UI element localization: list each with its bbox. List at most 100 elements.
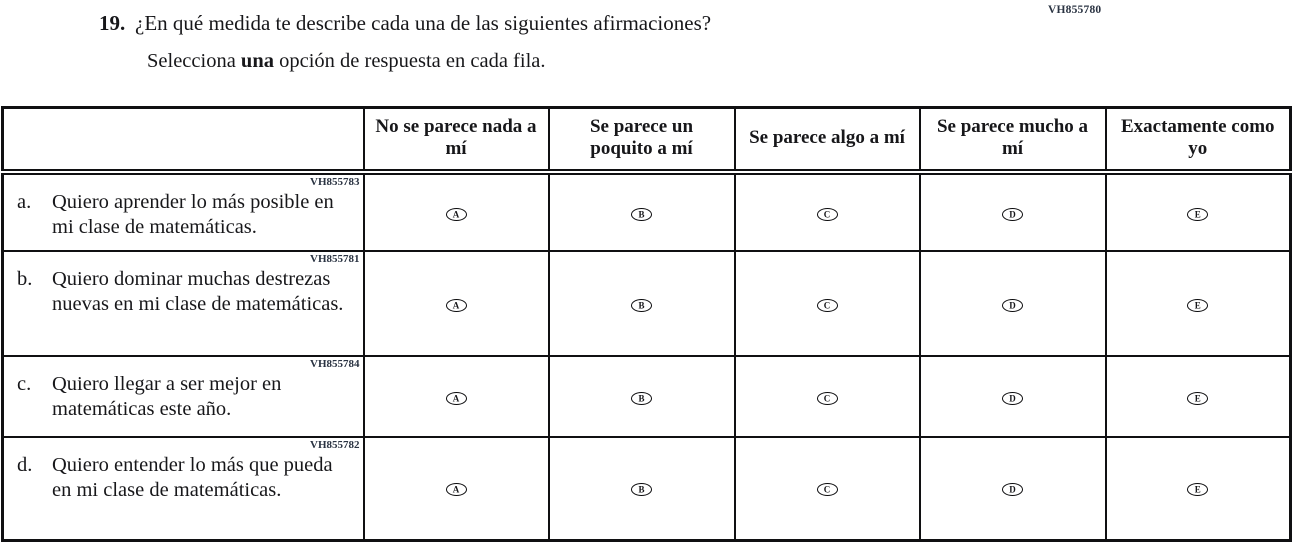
- answer-bubble-b-C[interactable]: C: [816, 298, 838, 312]
- column-header-exactamente-como-yo: Exactamente como yo: [1104, 106, 1292, 175]
- option-cell: B: [547, 250, 736, 357]
- option-cell: E: [1104, 436, 1292, 541]
- answer-bubble-letter: A: [452, 484, 460, 495]
- answer-bubble-c-B[interactable]: B: [631, 391, 652, 405]
- option-cell: C: [733, 436, 921, 541]
- answer-bubble-letter: D: [1009, 393, 1016, 403]
- row-item-code: VH855784: [310, 358, 360, 370]
- option-cell: D: [918, 171, 1107, 252]
- option-cell: D: [918, 250, 1107, 357]
- option-cell: B: [547, 171, 736, 252]
- statement: d. Quiero entender lo más que pueda en mi…: [4, 452, 363, 510]
- option-cell: E: [1104, 250, 1292, 357]
- answer-bubble-letter: C: [823, 209, 831, 219]
- column-header-se-parece-un-poquito: Se parece un poquito a mí: [547, 106, 736, 175]
- option-cell: E: [1104, 355, 1292, 438]
- option-cell: E: [1104, 171, 1292, 252]
- question-instruction: Selecciona una opción de respuesta en ca…: [147, 50, 711, 73]
- instruction-suffix: opción de respuesta en cada fila.: [273, 50, 546, 73]
- answer-bubble-a-B[interactable]: B: [631, 207, 652, 221]
- answer-bubble-letter: D: [1009, 300, 1016, 310]
- answer-bubble-letter: C: [823, 484, 831, 495]
- option-cell: A: [362, 250, 550, 357]
- answer-bubble-b-D[interactable]: D: [1002, 298, 1023, 312]
- statement-text: Quiero dominar muchas destrezas nuevas e…: [52, 267, 344, 316]
- answer-bubble-a-A[interactable]: A: [445, 207, 467, 221]
- answer-bubble-letter: E: [1194, 300, 1201, 310]
- row-item-code: VH855782: [310, 439, 360, 451]
- statement-letter: d.: [17, 453, 33, 476]
- answer-bubble-b-A[interactable]: A: [445, 298, 467, 312]
- answer-bubble-d-D[interactable]: D: [1002, 483, 1023, 497]
- answer-bubble-b-B[interactable]: B: [631, 298, 652, 312]
- column-header-se-parece-mucho: Se parece mucho a mí: [918, 106, 1107, 175]
- instruction-bold-word: una: [240, 50, 274, 73]
- answer-bubble-letter: A: [452, 393, 460, 403]
- statement: b. Quiero dominar muchas destrezas nuevas…: [4, 266, 363, 324]
- statement-column-header: [1, 106, 365, 175]
- statement-letter: b.: [17, 267, 33, 290]
- question-number: 19.: [99, 11, 126, 35]
- table-row: VH855783 a. Quiero aprender lo más posible…: [1, 171, 1292, 252]
- answer-bubble-letter: B: [638, 300, 645, 310]
- answer-bubble-c-E[interactable]: E: [1187, 391, 1209, 405]
- question-text: ¿En qué medida te describe cada una de l…: [135, 11, 712, 35]
- statement-text: Quiero aprender lo más posible en mi cla…: [52, 190, 334, 239]
- answer-bubble-letter: C: [823, 300, 831, 310]
- row-item-code: VH855783: [310, 176, 360, 188]
- table-row: VH855784 c. Quiero llegar a ser mejor en m…: [1, 355, 1292, 438]
- statement-letter: c.: [17, 372, 32, 395]
- column-header-no-se-parece-nada: No se parece nada a mí: [362, 106, 550, 175]
- option-cell: C: [733, 250, 921, 357]
- answer-bubble-d-A[interactable]: A: [445, 483, 467, 497]
- answer-bubble-d-E[interactable]: E: [1187, 483, 1209, 497]
- answer-bubble-a-E[interactable]: E: [1187, 207, 1209, 221]
- answer-bubble-letter: E: [1194, 393, 1201, 403]
- option-cell: D: [918, 436, 1107, 541]
- answer-bubble-c-D[interactable]: D: [1002, 391, 1023, 405]
- question-body: ¿En qué medida te describe cada una de l…: [135, 11, 711, 73]
- option-cell: B: [547, 436, 736, 541]
- statement-cell: VH855783 a. Quiero aprender lo más posible…: [1, 171, 365, 252]
- option-cell: A: [362, 355, 550, 438]
- answer-bubble-letter: B: [638, 484, 645, 495]
- option-cell: C: [733, 171, 921, 252]
- answer-bubble-letter: D: [1009, 209, 1016, 219]
- answer-bubble-d-B[interactable]: B: [631, 483, 652, 497]
- statement: a. Quiero aprender lo más posible en mi c…: [4, 189, 363, 247]
- question-block: 19. ¿En qué medida te describe cada una …: [99, 11, 711, 73]
- answer-bubble-a-D[interactable]: D: [1002, 207, 1023, 221]
- answer-bubble-c-A[interactable]: A: [445, 391, 467, 405]
- answer-bubble-d-C[interactable]: C: [816, 483, 838, 497]
- statement-text: Quiero llegar a ser mejor en matemáticas…: [52, 372, 282, 421]
- answer-bubble-letter: D: [1009, 484, 1016, 495]
- answer-bubble-c-C[interactable]: C: [816, 391, 838, 405]
- statement-cell: VH855784 c. Quiero llegar a ser mejor en m…: [1, 355, 365, 438]
- option-cell: B: [547, 355, 736, 438]
- option-cell: A: [362, 171, 550, 252]
- statement: c. Quiero llegar a ser mejor en matemátic…: [4, 371, 363, 429]
- column-header-se-parece-algo: Se parece algo a mí: [733, 106, 921, 175]
- option-cell: D: [918, 355, 1107, 438]
- answer-bubble-letter: E: [1194, 484, 1201, 495]
- row-item-code: VH855781: [310, 253, 360, 265]
- answer-bubble-letter: E: [1194, 209, 1201, 219]
- answer-bubble-a-C[interactable]: C: [816, 207, 838, 221]
- header-row: No se parece nada a mí Se parece un poqu…: [1, 106, 1292, 175]
- statement-cell: VH855781 b. Quiero dominar muchas destreza…: [1, 250, 365, 357]
- answer-bubble-letter: B: [638, 393, 645, 403]
- table-row: VH855782 d. Quiero entender lo más que pue…: [1, 436, 1292, 541]
- statement-text: Quiero entender lo más que pueda en mi c…: [52, 453, 333, 502]
- instruction-prefix: Selecciona: [147, 50, 241, 73]
- answer-bubble-letter: B: [638, 209, 645, 219]
- option-cell: C: [733, 355, 921, 438]
- answer-bubble-letter: C: [823, 393, 831, 403]
- answer-bubble-letter: A: [452, 209, 460, 219]
- option-cell: A: [362, 436, 550, 541]
- item-code: VH855780: [1048, 4, 1102, 16]
- statement-letter: a.: [17, 190, 32, 213]
- answer-bubble-b-E[interactable]: E: [1187, 298, 1209, 312]
- statement-cell: VH855782 d. Quiero entender lo más que pue…: [1, 436, 365, 541]
- answer-bubble-letter: A: [452, 300, 460, 310]
